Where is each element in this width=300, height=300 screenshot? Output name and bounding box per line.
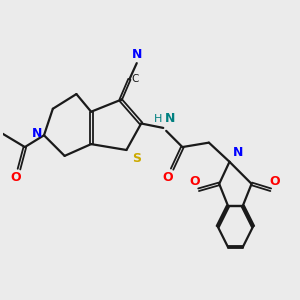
Text: N: N — [132, 48, 142, 62]
Text: O: O — [190, 175, 200, 188]
Text: N: N — [233, 146, 243, 159]
Text: C: C — [132, 74, 139, 84]
Text: S: S — [132, 152, 141, 165]
Text: H: H — [153, 114, 162, 124]
Text: O: O — [11, 172, 21, 184]
Text: O: O — [269, 175, 280, 188]
Text: N: N — [165, 112, 175, 125]
Text: N: N — [32, 127, 43, 140]
Text: O: O — [162, 171, 173, 184]
